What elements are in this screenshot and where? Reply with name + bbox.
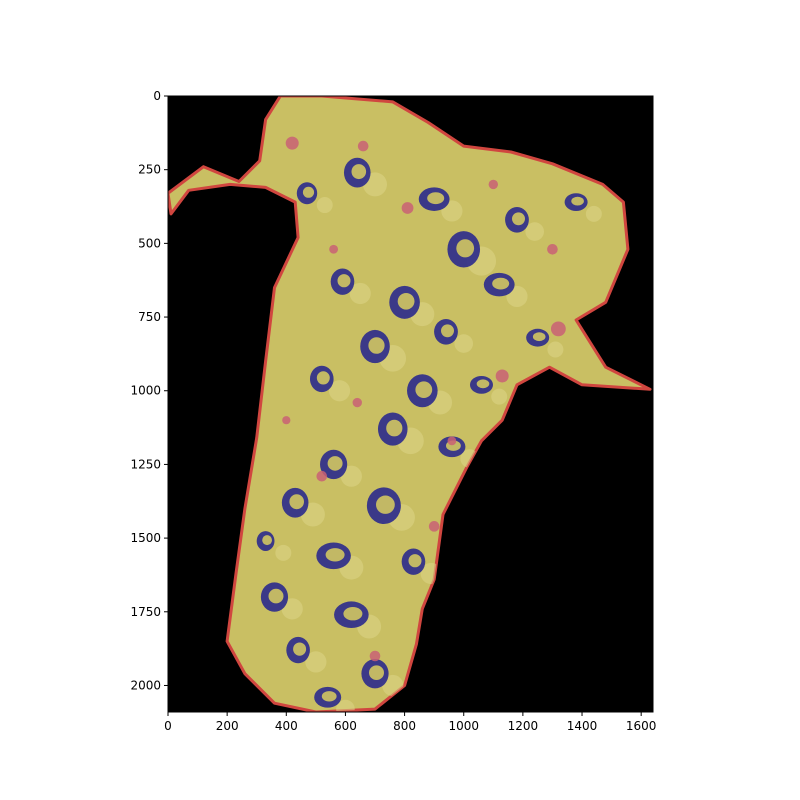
y-tick-label: 250 [138, 163, 161, 177]
y-tick-label: 1750 [130, 605, 161, 619]
blue-region-core [289, 494, 305, 510]
blue-region-core [351, 164, 367, 180]
y-tick-label: 2000 [130, 678, 161, 692]
y-tick-label: 500 [138, 236, 161, 250]
tissue-highlight [491, 388, 508, 405]
x-tick-label: 1600 [626, 719, 657, 733]
tissue-highlight [340, 465, 362, 487]
x-tick-label: 1400 [567, 719, 598, 733]
blue-region-core [343, 607, 363, 621]
y-tick-label: 1000 [130, 384, 161, 398]
x-tick-label: 1200 [508, 719, 539, 733]
blue-region-core [376, 495, 395, 514]
blue-region-core [321, 691, 337, 702]
red-region [285, 136, 299, 150]
x-tick-label: 0 [164, 719, 172, 733]
tissue-highlight [316, 197, 333, 214]
blue-region-core [512, 212, 525, 226]
red-region [547, 243, 558, 255]
blue-region-core [262, 535, 272, 546]
blue-region-core [571, 196, 584, 206]
blue-region-core [476, 379, 490, 389]
heatmap-image [168, 96, 652, 712]
x-tick-label: 1000 [448, 719, 479, 733]
red-region [329, 244, 339, 254]
tissue-features [256, 136, 602, 712]
y-tick-label: 1250 [130, 457, 161, 471]
axes-frame [167, 95, 654, 713]
blue-region-core [408, 554, 422, 568]
blue-region-core [325, 548, 345, 562]
tissue-highlight [336, 699, 355, 712]
tissue-highlight [547, 341, 564, 358]
blue-region-core [397, 293, 415, 310]
red-region [316, 470, 328, 482]
red-region [352, 397, 362, 408]
blue-region-core [492, 277, 510, 290]
blue-region-core [427, 192, 445, 205]
x-axis: 0 200 400 600 800 1000 1200 1400 1600 [164, 712, 656, 733]
red-region [495, 369, 509, 383]
red-region [282, 416, 291, 425]
tissue-highlight [275, 544, 292, 561]
red-region [369, 650, 381, 662]
tissue-highlight [305, 651, 327, 673]
red-region [488, 179, 499, 190]
blue-region-core [369, 665, 384, 680]
blue-region-core [456, 239, 475, 258]
red-region [401, 202, 414, 214]
blue-region-core [316, 371, 330, 385]
tissue-highlight [328, 380, 351, 402]
red-region [447, 436, 457, 446]
blue-region-core [415, 381, 433, 399]
y-tick-label: 1500 [130, 531, 161, 545]
blue-region-core [532, 332, 546, 342]
tissue-highlight [349, 282, 371, 305]
blue-region-core [337, 274, 351, 288]
blue-region-core [368, 337, 385, 354]
blue-region-core [293, 642, 307, 656]
blue-region-core [327, 456, 343, 471]
x-tick-label: 600 [334, 719, 357, 733]
x-tick-label: 200 [216, 719, 239, 733]
y-tick-label: 750 [138, 310, 161, 324]
y-tick-label: 0 [153, 89, 161, 103]
tissue-highlight [281, 598, 303, 620]
tissue-highlight [585, 205, 602, 222]
red-region [357, 140, 369, 152]
y-axis: 0 250 500 750 1000 1250 1500 1750 2000 [130, 89, 168, 692]
tissue-highlight [454, 334, 474, 353]
tissue-highlight [525, 222, 545, 241]
blue-region-core [302, 186, 315, 198]
plot-area [167, 95, 654, 713]
red-region [428, 521, 440, 532]
x-tick-label: 400 [275, 719, 298, 733]
blue-region-core [386, 419, 403, 437]
blue-region-core [441, 324, 454, 338]
blue-region-core [268, 588, 284, 604]
x-tick-label: 800 [393, 719, 416, 733]
red-region [550, 321, 566, 337]
